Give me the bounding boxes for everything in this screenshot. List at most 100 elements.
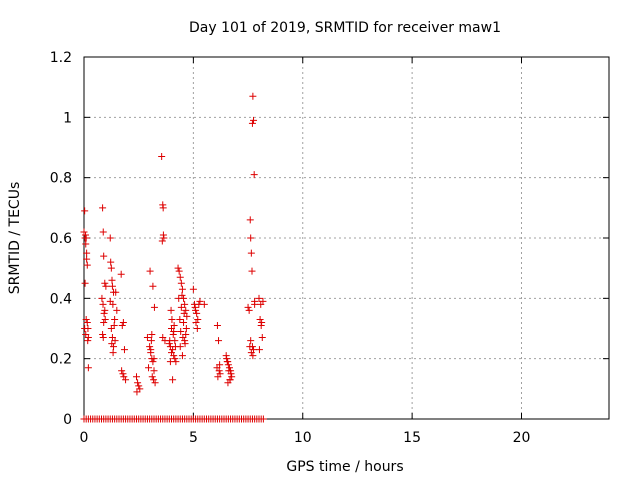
data-point [169, 376, 177, 384]
data-point [98, 294, 106, 302]
data-point [106, 297, 114, 305]
data-point [250, 171, 258, 179]
data-point [107, 258, 115, 266]
data-point [174, 264, 182, 272]
data-point [196, 297, 204, 305]
data-point [81, 279, 89, 287]
data-point [145, 364, 153, 372]
data-point [179, 334, 187, 342]
data-point [100, 252, 108, 260]
data-point [182, 306, 190, 314]
y-tick-label-1: 1 [63, 110, 72, 126]
data-point [248, 267, 256, 275]
data-point [166, 358, 174, 366]
data-point [102, 282, 110, 290]
data-point [213, 364, 221, 372]
x-tick-label-5: 5 [189, 430, 198, 446]
data-point [108, 340, 116, 348]
data-point [119, 370, 127, 378]
data-point [81, 325, 89, 332]
data-point [122, 376, 130, 384]
data-point [146, 267, 154, 275]
data-point [247, 249, 255, 257]
data-point [178, 285, 186, 293]
data-point [99, 300, 107, 308]
data-point [109, 349, 117, 357]
data-point [258, 334, 266, 342]
data-point [191, 303, 199, 311]
data-point [181, 337, 189, 345]
data-point [99, 334, 107, 342]
y-tick-label-0.2: 0.2 [50, 352, 72, 368]
data-point [113, 306, 121, 314]
data-point [134, 379, 142, 387]
data-point [171, 355, 179, 363]
data-point [133, 388, 141, 396]
data-point [259, 297, 267, 305]
data-point [108, 282, 116, 290]
data-point [111, 315, 119, 323]
data-point [193, 309, 201, 317]
data-point [106, 234, 114, 242]
data-point [148, 331, 156, 339]
y-tick-label-0.4: 0.4 [50, 291, 72, 307]
y-tick-label-0.6: 0.6 [50, 231, 72, 247]
data-point [193, 325, 201, 332]
data-point [83, 249, 91, 257]
data-point [178, 352, 186, 360]
x-tick-label-10: 10 [294, 430, 312, 446]
data-point [170, 321, 178, 329]
data-point [82, 234, 90, 242]
data-point [189, 285, 197, 293]
data-point [83, 318, 91, 326]
data-point [200, 300, 208, 308]
data-point [119, 318, 127, 326]
data-point [110, 321, 118, 329]
data-point [107, 264, 115, 272]
x-tick-label-20: 20 [513, 430, 531, 446]
data-point [110, 343, 118, 351]
data-point [175, 267, 183, 275]
data-point [228, 373, 236, 381]
data-point [158, 153, 166, 161]
data-point [150, 355, 158, 363]
data-point [227, 370, 235, 378]
data-point [83, 261, 91, 269]
data-point [168, 315, 176, 323]
data-point [170, 328, 178, 336]
data-point [118, 321, 126, 329]
data-point [246, 216, 254, 224]
data-point [99, 331, 107, 339]
data-point [118, 367, 126, 375]
data-point [150, 367, 158, 375]
data-point [84, 337, 92, 345]
data-point [83, 255, 91, 263]
y-tick-label-0.8: 0.8 [50, 171, 72, 187]
data-point [171, 337, 179, 345]
data-point [148, 373, 156, 381]
data-point [82, 315, 90, 323]
data-point [169, 346, 177, 354]
data-point [170, 352, 178, 360]
data-point [150, 376, 158, 384]
data-point [135, 382, 143, 390]
data-point [182, 331, 190, 339]
data-point [99, 228, 107, 236]
data-point [112, 288, 120, 296]
data-point [147, 346, 155, 354]
data-point [259, 415, 267, 423]
data-point [147, 337, 155, 345]
data-point [84, 364, 92, 372]
data-point [150, 303, 158, 311]
data-point [258, 318, 266, 326]
data-point [180, 318, 188, 326]
data-point [146, 343, 154, 351]
data-point [194, 315, 202, 323]
chart-title: Day 101 of 2019, SRMTID for receiver maw… [189, 20, 501, 36]
data-point [99, 204, 107, 212]
data-point [245, 306, 253, 314]
data-point [250, 346, 258, 354]
data-point [250, 116, 258, 124]
data-point [224, 361, 232, 369]
